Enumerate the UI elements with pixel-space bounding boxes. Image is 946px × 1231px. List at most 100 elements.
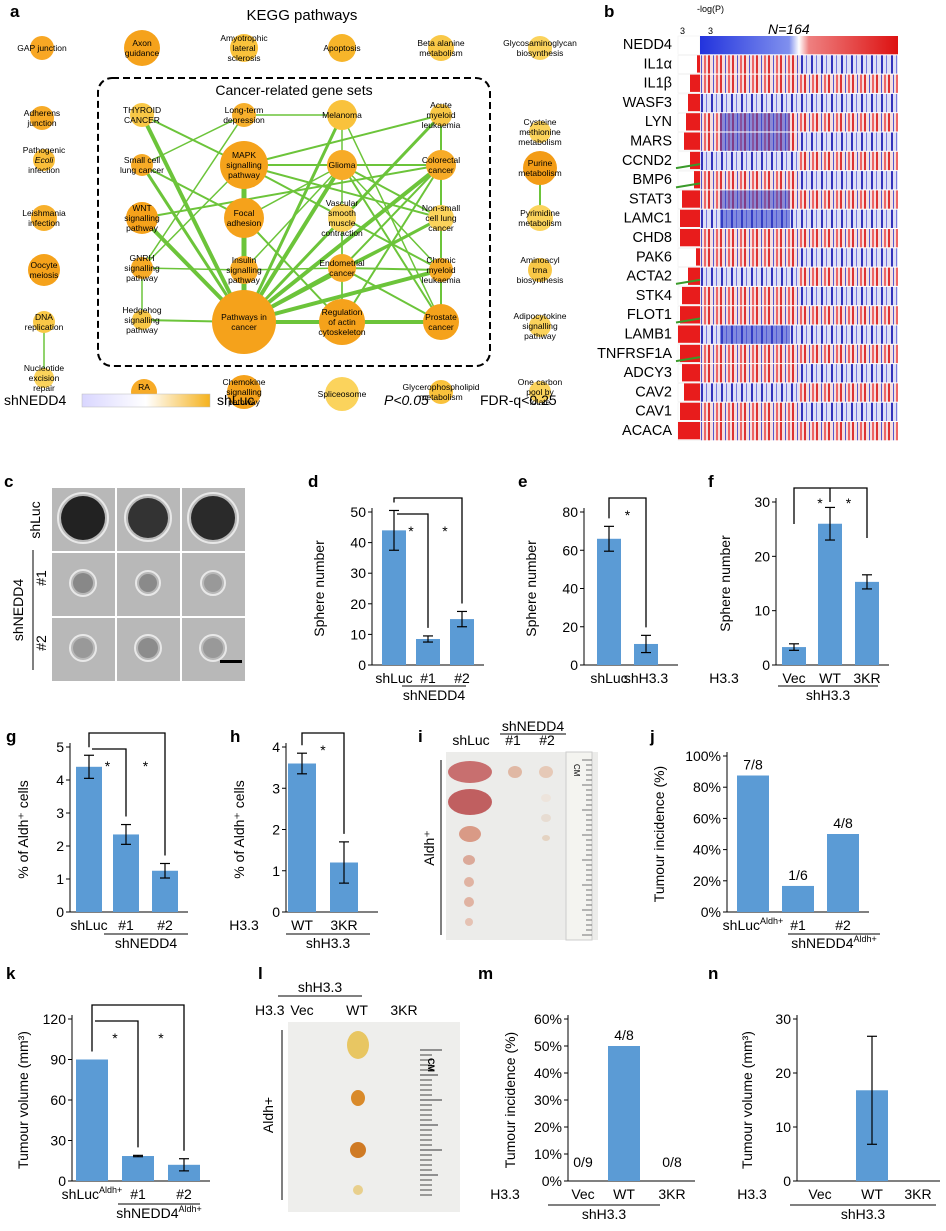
kegg-node-crc	[426, 150, 456, 180]
y-tick-label-g: 3	[56, 805, 64, 821]
panel-c: c shLuc shNEDD4 #1 #2	[4, 472, 245, 681]
row-label-n: H3.3	[737, 1186, 767, 1202]
x-tick-label-n-0: Vec	[808, 1186, 831, 1202]
kegg-node-label-hh: Hedgehog signalling pathway	[122, 305, 162, 335]
x-tick-label-h-1: 3KR	[330, 917, 357, 933]
kegg-node-adipo	[529, 315, 551, 337]
panel-letter-g: g	[6, 727, 16, 746]
y-tick-label-j: 60%	[693, 810, 721, 826]
heatmap-row-left-11	[700, 248, 799, 267]
kegg-node-label-glyc: Glycerophospholipid metabolism	[402, 382, 479, 402]
pval-bar-20	[678, 422, 700, 440]
kegg-node-label-cys: Cysteine methionine metabolism	[518, 117, 561, 147]
tumour-wt-1	[347, 1031, 369, 1059]
x-tick-label-e-0: shLuc	[590, 670, 627, 686]
y-label-f: Sphere number	[717, 535, 733, 632]
bar-e-1	[634, 643, 658, 665]
kegg-node-label-splice: Spliceosome	[318, 389, 367, 399]
kegg-node-label-crc: Colorectal cancer	[422, 155, 460, 175]
y-tick-label-g: 2	[56, 838, 64, 854]
x-tick-label-g-0: shLuc	[70, 917, 107, 933]
row-label-1: #1	[33, 570, 49, 586]
pval-bar-18	[684, 383, 700, 401]
y-label-k: Tumour volume (mm³)	[15, 1031, 31, 1169]
heatmap-green-mark-7	[675, 182, 701, 189]
group-label-g: shNEDD4	[115, 935, 177, 951]
y-label-m: Tumour incidence (%)	[502, 1032, 518, 1168]
kegg-node-label-focal: Focal adhesion	[227, 208, 262, 228]
tumour-shluc-4	[463, 855, 475, 865]
group-label-m: shH3.3	[582, 1206, 627, 1222]
tumour-wt-3	[350, 1142, 366, 1158]
y-tick-label-k: 90	[50, 1052, 66, 1068]
x-tick-label-j-2: #2	[835, 917, 851, 933]
y-tick-label-m: 50%	[534, 1038, 562, 1054]
y-tick-label-e: 20	[562, 619, 578, 635]
y-tick-label-k: 120	[43, 1011, 67, 1027]
pval-bar-3	[688, 93, 700, 112]
kegg-node-ecoli	[33, 149, 55, 171]
kegg-node-prostate	[423, 304, 459, 340]
row-label-shluc: shLuc	[27, 501, 43, 538]
panel-letter-e: e	[518, 472, 527, 491]
pval-bar-13	[682, 286, 700, 305]
kegg-edge	[140, 114, 246, 323]
kegg-node-glioma	[327, 150, 357, 180]
y-tick-label-m: 60%	[534, 1011, 562, 1027]
gene-label-19: CAV1	[635, 404, 672, 420]
bar-label-m-2: 0/8	[662, 1154, 682, 1170]
chart-n: n 0 10 20 30 Tumour volume (mm³) Vec WT 3KR H3.3 s…	[708, 964, 940, 1222]
tumour-col-2: #2	[539, 732, 555, 748]
heatmap-row-left-1	[700, 55, 799, 74]
tumour-wt-4	[353, 1185, 363, 1195]
pval-bar-6	[690, 151, 700, 170]
y-tick-label-j: 100%	[685, 748, 721, 764]
group-label-n: shH3.3	[841, 1206, 886, 1222]
heatmap-block-4	[720, 113, 790, 132]
kegg-node-label-vsm: Vascular smooth muscle contraction	[321, 198, 363, 238]
kegg-node-gag	[528, 36, 552, 60]
kegg-node-sclc	[131, 154, 153, 176]
x-tick-label-g-2: #2	[157, 917, 173, 933]
y-label-d: Sphere number	[311, 540, 327, 637]
heatmap-n-label: N=164	[768, 21, 810, 37]
gene-label-18: CAV2	[635, 384, 672, 400]
gene-label-4: LYN	[645, 114, 672, 130]
tumour-shluc-5	[464, 877, 474, 887]
group-label-j: shNEDD4Aldh+	[791, 934, 877, 951]
kegg-node-label-als: Amyotrophic lateral sclerosis	[220, 33, 268, 63]
heatmap-row-right-8	[799, 190, 898, 209]
y-tick-label-n: 30	[775, 1011, 791, 1027]
y-tick-label-e: 80	[562, 504, 578, 520]
tumour-side-label: Aldh⁺	[421, 830, 437, 865]
pval-bar-4	[686, 113, 700, 131]
kegg-edge	[141, 114, 245, 166]
heatmap-block-8	[720, 190, 790, 209]
bar-g-1	[113, 834, 139, 912]
kegg-node-wnt	[126, 202, 158, 234]
ruler-i-ticks	[582, 759, 592, 936]
gene-label-2: IL1β	[644, 76, 673, 92]
y-tick-label-d: 40	[350, 535, 366, 551]
heatmap-tick-left: 3	[680, 26, 685, 36]
kegg-node-purine	[523, 151, 557, 185]
row-label-f: H3.3	[709, 670, 739, 686]
panel-letter-d: d	[308, 472, 318, 491]
gene-label-20: ACACA	[622, 423, 672, 439]
sphere-halo-2-2	[199, 634, 227, 662]
sphere-0-1	[128, 498, 168, 538]
row-label-2: #2	[33, 635, 49, 651]
tumour-col-shluc: shLuc	[452, 732, 489, 748]
tumour-wt-2	[351, 1090, 365, 1106]
gene-label-15: LAMB1	[624, 327, 672, 343]
heatmap-row-right-7	[799, 171, 898, 190]
kegg-edge	[341, 164, 442, 269]
kegg-edge	[341, 164, 442, 219]
kegg-node-actin	[319, 299, 365, 345]
bar-j-2	[827, 834, 859, 912]
sig-star-f-1: *	[846, 495, 852, 511]
kegg-node-label-ecoli: Pathogenic Ecoli infection	[23, 145, 66, 175]
y-tick-label-m: 10%	[534, 1146, 562, 1162]
sphere-1-0	[73, 573, 93, 593]
sphere-halo-1-2	[200, 570, 226, 596]
